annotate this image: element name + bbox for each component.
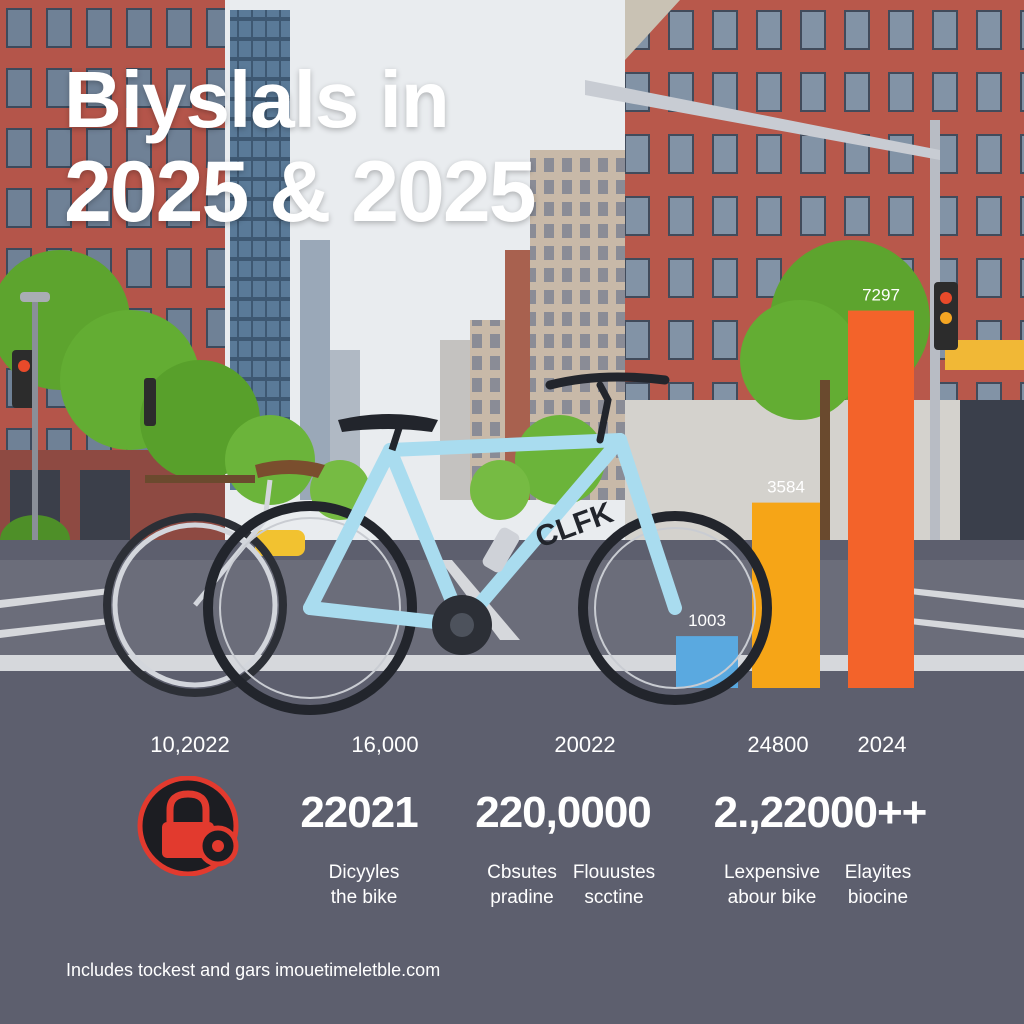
caption: Lexpensive abour bike [723,862,821,908]
data-label: 7297 [862,286,900,305]
stat-value: 220,0000 [475,788,652,837]
tick-label: 24800 [747,732,809,757]
tick-label: 16,000 [351,732,419,757]
caption: Dicyyles the bike [328,862,400,908]
caption: Flouustes scctine [572,862,656,908]
lock-icon [137,776,239,876]
data-label: 3584 [767,478,805,497]
footer-note: Includes tockest and gars imouetimeletbl… [66,960,441,980]
tick-label: 2024 [857,732,907,757]
title-line-2: 2025 & 2025 [64,144,537,240]
tick-label: 10,2022 [150,732,230,757]
stat-value: 2.,22000++ [713,788,928,837]
main-bicycle: CLFK [203,372,772,715]
traffic-signals [12,80,958,570]
tick-label: 20022 [554,732,616,757]
title-line-1: Biyslals in [64,55,450,144]
caption: Cbsutes pradine [487,862,557,908]
stat-value: 22021 [300,788,418,837]
data-label: 1003 [688,611,726,630]
page-title: Biyslals in 2025 & 2025 [64,55,537,241]
bar [848,310,914,688]
caption: Elayites biocine [844,862,912,908]
back-bicycle [103,460,325,697]
